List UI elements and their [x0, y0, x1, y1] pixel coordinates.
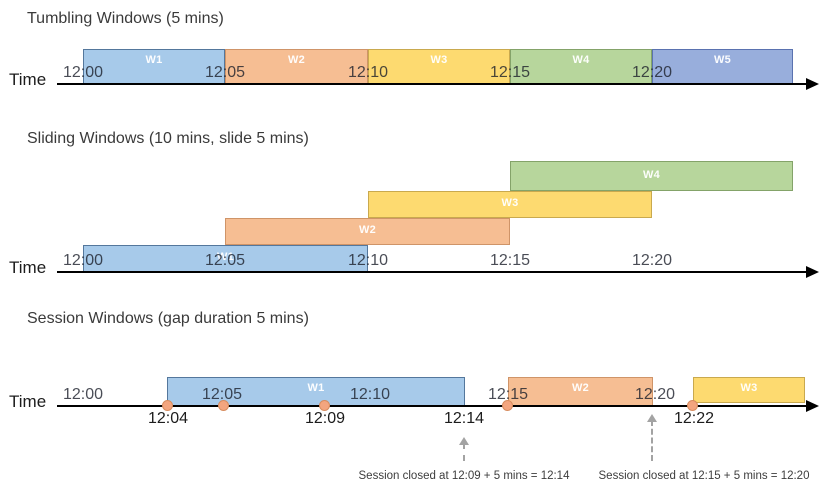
tick-label: 12:00 — [62, 64, 104, 81]
window-box-w5 — [652, 49, 793, 84]
session-closed-annotation: Session closed at 12:15 + 5 mins = 12:20 — [598, 470, 810, 482]
tick-label: 12:10 — [347, 252, 389, 269]
tick-label: 12:00 — [62, 252, 104, 269]
time-axis-arrow-icon — [806, 266, 819, 278]
window-box-w3 — [368, 191, 652, 218]
window-box-w1 — [83, 49, 225, 84]
tick-label: 12:00 — [62, 386, 104, 403]
time-axis-arrow-icon — [806, 78, 819, 90]
tick-label: 12:05 — [201, 386, 243, 403]
window-label: W1 — [216, 251, 235, 263]
time-axis — [57, 271, 806, 273]
dashed-arrow-line — [463, 443, 465, 461]
tick-label: 12:15 — [487, 386, 529, 403]
tick-label: 12:20 — [634, 386, 676, 403]
window-label: W4 — [572, 54, 590, 66]
window-label: W3 — [501, 197, 519, 209]
event-dot — [162, 400, 173, 411]
window-box-w4 — [510, 49, 652, 84]
time-axis-arrow-icon — [806, 400, 819, 412]
below-tick-label: 12:22 — [673, 410, 715, 427]
window-box-w4 — [510, 161, 793, 191]
event-dot — [502, 400, 513, 411]
below-tick-label: 12:09 — [304, 410, 346, 427]
window-box-w1 — [83, 245, 368, 272]
tick-label: 12:15 — [489, 64, 531, 81]
dashed-arrow-line — [651, 420, 653, 461]
tick-label: 12:10 — [347, 64, 389, 81]
event-dot — [687, 400, 698, 411]
tick-label: 12:05 — [204, 64, 246, 81]
section-title-session: Session Windows (gap duration 5 mins) — [27, 310, 309, 327]
time-axis — [57, 405, 806, 407]
window-label: W3 — [430, 54, 448, 66]
below-tick-label: 12:04 — [147, 410, 189, 427]
section-title-sliding: Sliding Windows (10 mins, slide 5 mins) — [27, 130, 309, 147]
session-closed-annotation: Session closed at 12:09 + 5 mins = 12:14 — [358, 470, 570, 482]
window-label: W2 — [287, 54, 306, 66]
tick-label: 12:20 — [631, 64, 673, 81]
tick-label: 12:05 — [204, 252, 246, 269]
window-box-w2 — [225, 49, 368, 84]
time-axis — [57, 83, 806, 85]
section-title-tumbling: Tumbling Windows (5 mins) — [27, 10, 224, 27]
window-label: W5 — [713, 54, 732, 66]
below-tick-label: 12:14 — [443, 410, 485, 427]
dashed-arrow-up-icon — [459, 437, 469, 445]
window-box-w2 — [508, 377, 653, 406]
window-label: W2 — [571, 382, 590, 394]
tick-label: 12:10 — [349, 386, 391, 403]
tick-label: 12:20 — [631, 252, 673, 269]
event-dot — [218, 400, 229, 411]
tick-label: 12:15 — [489, 252, 531, 269]
window-box-w3 — [693, 377, 805, 403]
time-axis-label-tumbling: Time — [9, 70, 47, 89]
window-label: W1 — [307, 382, 325, 394]
dashed-arrow-up-icon — [647, 414, 657, 422]
time-axis-label-session: Time — [9, 392, 47, 411]
window-box-w2 — [225, 218, 510, 245]
window-label: W1 — [145, 54, 163, 66]
window-label: W2 — [358, 224, 377, 236]
window-label: W4 — [642, 169, 661, 181]
event-dot — [319, 400, 330, 411]
time-axis-label-sliding: Time — [9, 258, 47, 277]
window-label: W3 — [740, 382, 758, 394]
